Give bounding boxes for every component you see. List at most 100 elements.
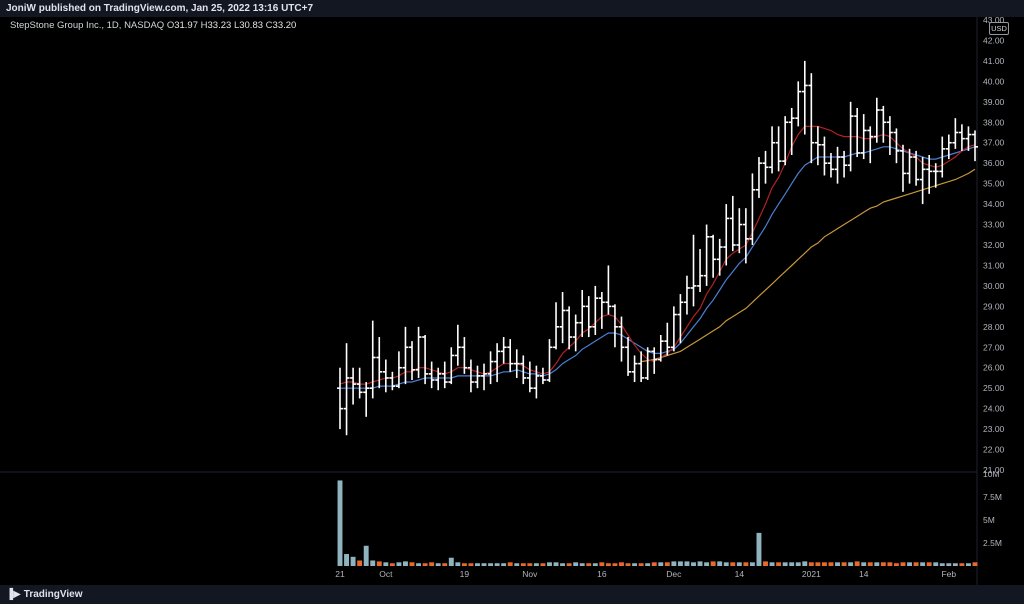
- price-tick-label: 33.00: [983, 220, 1005, 230]
- price-tick-label: 38.00: [983, 117, 1005, 127]
- time-tick-label: 21: [335, 569, 345, 579]
- volume-bar: [789, 562, 795, 566]
- tradingview-logo-icon: ▐▶: [6, 589, 21, 600]
- ohlc-bar: [337, 367, 343, 430]
- volume-bar: [448, 557, 454, 566]
- ohlc-bar: [841, 150, 848, 178]
- ohlc-bar: [350, 367, 357, 405]
- volume-bar: [547, 562, 552, 566]
- currency-badge[interactable]: USD: [989, 22, 1009, 35]
- volume-bar: [795, 562, 801, 566]
- ohlc-bar: [467, 359, 474, 393]
- volume-bar: [403, 561, 408, 566]
- volume-bar: [710, 561, 716, 566]
- volume-bar: [854, 561, 860, 566]
- ohlc-bar: [886, 116, 893, 155]
- volume-bar: [717, 561, 723, 566]
- volume-bar: [429, 562, 435, 566]
- volume-bar: [671, 561, 677, 566]
- ohlc-bar: [415, 326, 422, 378]
- volume-bar: [874, 562, 880, 566]
- volume-bar: [579, 563, 585, 566]
- time-tick-label: 19: [460, 569, 470, 579]
- ohlc-bar: [448, 347, 455, 385]
- ohlc-bar: [906, 148, 913, 184]
- price-tick-label: 34.00: [983, 199, 1005, 209]
- volume-bar: [769, 562, 775, 566]
- ohlc-bar: [487, 351, 494, 385]
- ohlc-bar: [651, 347, 658, 374]
- ohlc-bar: [860, 114, 867, 160]
- volume-bar: [605, 563, 611, 566]
- ohlc-bar: [500, 337, 507, 364]
- volume-bar: [409, 562, 415, 566]
- ohlc-bar: [945, 134, 952, 160]
- volume-bar: [416, 563, 422, 566]
- price-tick-label: 23.00: [983, 424, 1005, 434]
- ohlc-bar: [684, 275, 690, 315]
- ohlc-bar: [749, 173, 756, 245]
- symbol-legend: StepStone Group Inc., 1D, NASDAQ O31.97 …: [10, 20, 296, 31]
- ohlc-bar: [441, 361, 448, 389]
- volume-tick-label: 7.5M: [983, 492, 1002, 502]
- price-tick-label: 24.00: [983, 404, 1005, 414]
- price-tick-label: 30.00: [983, 281, 1005, 291]
- ohlc-bar: [435, 367, 442, 391]
- price-chart[interactable]: 21.00 22.00 23.00 24.00 25.00 26.00 27.00 28.00…: [0, 17, 1024, 585]
- ohlc-bar: [834, 146, 841, 184]
- ohlc-bar: [801, 60, 808, 135]
- volume-bar: [514, 563, 520, 566]
- volume-bar: [540, 563, 546, 566]
- price-tick-label: 40.00: [983, 76, 1005, 86]
- volume-bar: [599, 562, 605, 566]
- ohlc-bar: [454, 324, 461, 366]
- ohlc-bar: [631, 355, 638, 383]
- legend-close-label: C: [265, 20, 273, 31]
- ohlc-bar: [539, 367, 546, 385]
- volume-bar: [350, 556, 356, 566]
- volume-bar: [376, 561, 382, 566]
- ohlc-bar: [474, 365, 481, 389]
- volume-bar: [887, 562, 893, 566]
- volume-bar: [645, 563, 651, 566]
- ohlc-bar: [873, 97, 880, 143]
- price-tick-label: 39.00: [983, 97, 1005, 107]
- ohlc-bar: [808, 73, 815, 164]
- ohlc-bar: [932, 163, 939, 188]
- volume-bar: [383, 562, 389, 566]
- ohlc-bar: [900, 144, 906, 192]
- price-tick-label: 35.00: [983, 179, 1005, 189]
- volume-bar: [651, 562, 657, 566]
- ohlc-bar: [395, 351, 402, 389]
- footer-bar: ▐▶ TradingView: [0, 585, 1024, 604]
- ohlc-bar: [965, 126, 972, 151]
- volume-bar: [357, 560, 363, 566]
- ohlc-bar: [710, 234, 717, 278]
- ohlc-bar: [657, 335, 664, 362]
- time-tick-label: Oct: [379, 569, 393, 579]
- ohlc-bar: [762, 150, 769, 184]
- volume-bar: [723, 562, 729, 566]
- price-tick-label: 31.00: [983, 260, 1005, 270]
- volume-bar: [821, 562, 827, 566]
- tradingview-brand[interactable]: ▐▶ TradingView: [6, 585, 83, 604]
- volume-bar: [730, 562, 736, 566]
- volume-bar: [396, 562, 402, 566]
- volume-bar: [684, 561, 690, 566]
- volume-tick-label: 10M: [983, 469, 1000, 479]
- ohlc-bar: [369, 320, 376, 399]
- ohlc-bar: [526, 361, 533, 393]
- time-tick-label: 2021: [802, 569, 821, 579]
- ohlc-bar: [618, 316, 625, 362]
- ohlc-bar: [729, 195, 736, 252]
- volume-bar: [756, 532, 762, 566]
- ohlc-bar: [736, 208, 743, 254]
- ohlc-bar: [533, 365, 540, 399]
- price-tick-label: 32.00: [983, 240, 1005, 250]
- ohlc-bar: [566, 306, 573, 350]
- volume-bar: [893, 563, 899, 566]
- volume-bar: [586, 563, 592, 566]
- ohlc-bar: [376, 337, 383, 389]
- legend-high-label: H: [200, 20, 208, 31]
- volume-bar: [468, 563, 474, 566]
